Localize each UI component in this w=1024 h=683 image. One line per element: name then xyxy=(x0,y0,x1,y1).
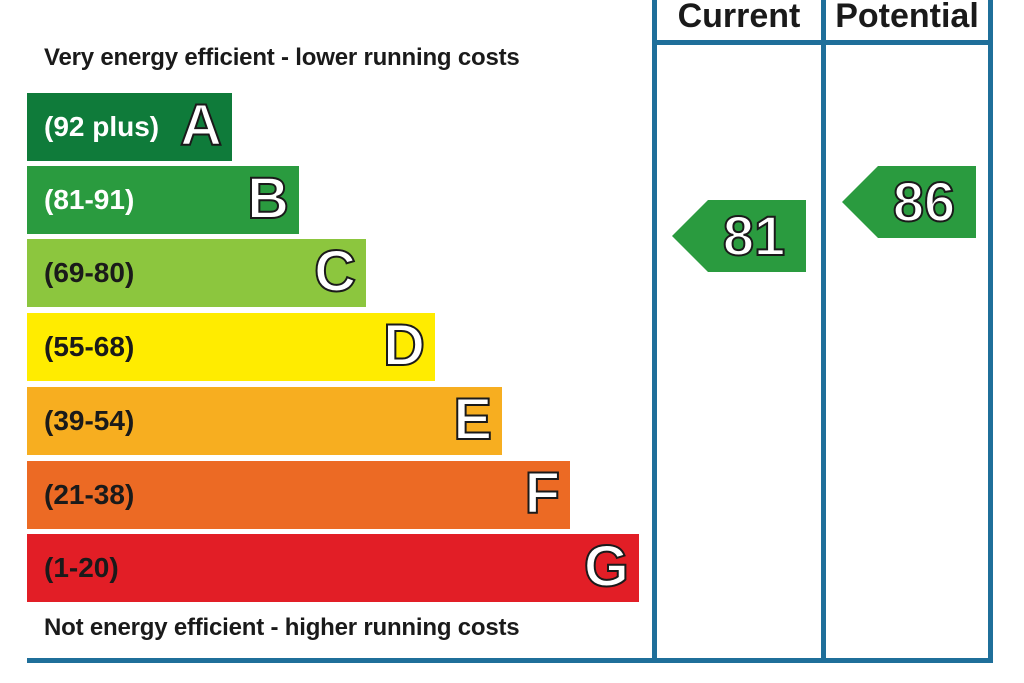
inefficient-caption: Not energy efficient - higher running co… xyxy=(44,614,520,641)
band-b: (81-91) B xyxy=(27,166,299,234)
band-g: (1-20) G xyxy=(27,534,639,602)
band-d: (55-68) D xyxy=(27,313,435,381)
band-range-label: (55-68) xyxy=(44,331,135,362)
current-rating-value: 81 xyxy=(722,203,786,268)
band-letter: B xyxy=(246,165,290,231)
header-underline xyxy=(652,40,993,45)
current-column-header: Current xyxy=(677,0,801,35)
band-letter: A xyxy=(179,92,223,158)
band-letter: D xyxy=(382,312,426,378)
frame-divider xyxy=(821,0,826,663)
band-c: (69-80) C xyxy=(27,239,366,307)
band-f: (21-38) F xyxy=(27,461,570,529)
frame-left-border xyxy=(652,0,657,663)
potential-column-header: Potential xyxy=(835,0,979,35)
band-a: (92 plus) A xyxy=(27,93,232,161)
frame-bottom-border xyxy=(27,658,993,663)
band-range-label: (69-80) xyxy=(44,257,135,288)
band-e: (39-54) E xyxy=(27,387,502,455)
band-letter: C xyxy=(313,238,357,304)
frame-right-border xyxy=(988,0,993,663)
arrow-shape xyxy=(672,200,806,272)
potential-rating-arrow: 86 xyxy=(842,166,976,238)
band-range-label: (21-38) xyxy=(44,479,135,510)
band-letter: G xyxy=(583,533,630,599)
efficient-caption: Very energy efficient - lower running co… xyxy=(44,44,520,71)
band-range-label: (39-54) xyxy=(44,405,135,436)
band-letter: F xyxy=(524,460,561,526)
band-range-label: (81-91) xyxy=(44,184,135,215)
arrow-shape xyxy=(842,166,976,238)
potential-rating-value: 86 xyxy=(892,169,956,234)
band-range-label: (1-20) xyxy=(44,552,119,583)
current-rating-arrow: 81 xyxy=(672,200,806,272)
band-letter: E xyxy=(452,386,493,452)
band-range-label: (92 plus) xyxy=(44,111,160,142)
